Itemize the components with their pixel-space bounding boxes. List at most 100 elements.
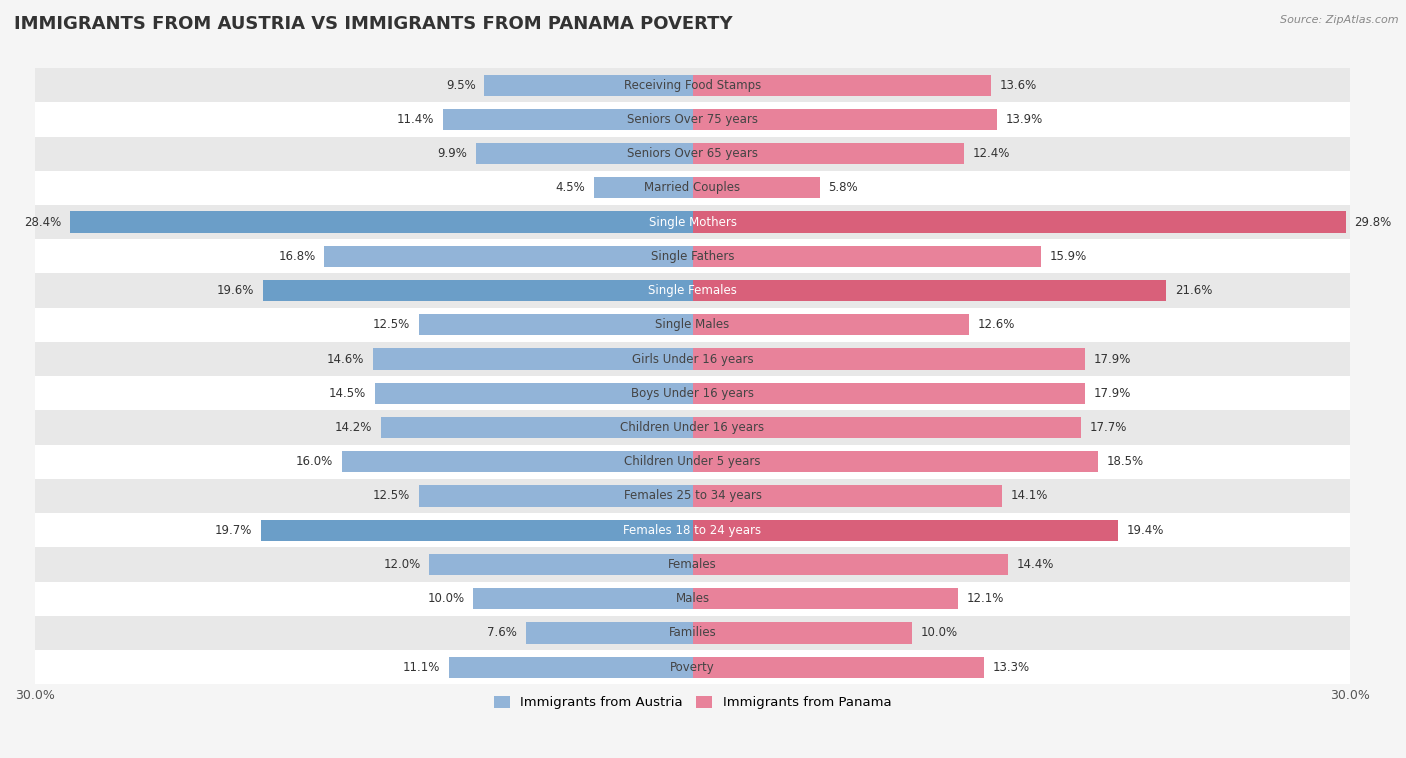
Bar xyxy=(484,74,693,96)
Text: 13.3%: 13.3% xyxy=(993,661,1031,674)
Text: Seniors Over 65 years: Seniors Over 65 years xyxy=(627,147,758,160)
Text: 10.0%: 10.0% xyxy=(427,592,464,605)
Bar xyxy=(35,308,1350,342)
Bar xyxy=(419,315,693,336)
Bar xyxy=(693,74,991,96)
Bar xyxy=(693,143,965,164)
Bar xyxy=(35,240,1350,274)
Text: 28.4%: 28.4% xyxy=(24,215,62,229)
Text: Poverty: Poverty xyxy=(671,661,714,674)
Bar xyxy=(693,588,957,609)
Text: Families: Families xyxy=(669,626,717,640)
Bar xyxy=(693,315,969,336)
Text: Boys Under 16 years: Boys Under 16 years xyxy=(631,387,754,399)
Text: 7.6%: 7.6% xyxy=(488,626,517,640)
Text: 19.7%: 19.7% xyxy=(215,524,252,537)
Text: 12.0%: 12.0% xyxy=(384,558,420,571)
Bar xyxy=(474,588,693,609)
Bar xyxy=(693,519,1118,540)
Bar xyxy=(35,581,1350,615)
Bar xyxy=(693,622,911,644)
Bar xyxy=(693,383,1085,404)
Text: 12.5%: 12.5% xyxy=(373,490,409,503)
Bar xyxy=(35,136,1350,171)
Bar xyxy=(70,211,693,233)
Bar xyxy=(35,342,1350,376)
Text: 16.0%: 16.0% xyxy=(295,456,333,468)
Text: Females: Females xyxy=(668,558,717,571)
Text: Girls Under 16 years: Girls Under 16 years xyxy=(631,352,754,365)
Text: Children Under 16 years: Children Under 16 years xyxy=(620,421,765,434)
Text: Single Fathers: Single Fathers xyxy=(651,250,734,263)
Text: 12.1%: 12.1% xyxy=(966,592,1004,605)
Text: 14.6%: 14.6% xyxy=(326,352,364,365)
Bar xyxy=(35,445,1350,479)
Bar xyxy=(693,554,1008,575)
Bar xyxy=(35,68,1350,102)
Text: 11.4%: 11.4% xyxy=(396,113,434,126)
Text: Children Under 5 years: Children Under 5 years xyxy=(624,456,761,468)
Bar xyxy=(35,410,1350,445)
Text: 12.6%: 12.6% xyxy=(977,318,1015,331)
Bar xyxy=(35,547,1350,581)
Legend: Immigrants from Austria, Immigrants from Panama: Immigrants from Austria, Immigrants from… xyxy=(489,691,897,715)
Text: 19.4%: 19.4% xyxy=(1126,524,1164,537)
Bar xyxy=(693,417,1080,438)
Bar xyxy=(419,485,693,506)
Bar xyxy=(35,650,1350,684)
Text: 14.4%: 14.4% xyxy=(1017,558,1054,571)
Text: Females 18 to 24 years: Females 18 to 24 years xyxy=(623,524,762,537)
Text: 17.9%: 17.9% xyxy=(1094,352,1130,365)
Text: 14.1%: 14.1% xyxy=(1011,490,1047,503)
Text: IMMIGRANTS FROM AUSTRIA VS IMMIGRANTS FROM PANAMA POVERTY: IMMIGRANTS FROM AUSTRIA VS IMMIGRANTS FR… xyxy=(14,15,733,33)
Bar xyxy=(693,246,1040,267)
Bar xyxy=(35,274,1350,308)
Bar xyxy=(693,349,1085,370)
Bar xyxy=(693,451,1098,472)
Text: 12.5%: 12.5% xyxy=(373,318,409,331)
Text: 12.4%: 12.4% xyxy=(973,147,1011,160)
Bar xyxy=(35,513,1350,547)
Bar xyxy=(260,519,693,540)
Text: 16.8%: 16.8% xyxy=(278,250,315,263)
Text: Single Females: Single Females xyxy=(648,284,737,297)
Bar xyxy=(325,246,693,267)
Bar xyxy=(450,656,693,678)
Bar xyxy=(693,485,1001,506)
Bar xyxy=(593,177,693,199)
Text: 14.2%: 14.2% xyxy=(335,421,373,434)
Text: Females 25 to 34 years: Females 25 to 34 years xyxy=(623,490,762,503)
Bar xyxy=(263,280,693,301)
Bar xyxy=(35,376,1350,410)
Text: 19.6%: 19.6% xyxy=(217,284,254,297)
Bar xyxy=(381,417,693,438)
Text: Receiving Food Stamps: Receiving Food Stamps xyxy=(624,79,761,92)
Bar xyxy=(429,554,693,575)
Text: 29.8%: 29.8% xyxy=(1354,215,1392,229)
Text: Single Mothers: Single Mothers xyxy=(648,215,737,229)
Bar xyxy=(693,109,997,130)
Bar xyxy=(35,615,1350,650)
Bar xyxy=(526,622,693,644)
Text: Married Couples: Married Couples xyxy=(644,181,741,194)
Bar xyxy=(693,656,984,678)
Text: Males: Males xyxy=(675,592,710,605)
Bar xyxy=(35,479,1350,513)
Text: 9.9%: 9.9% xyxy=(437,147,467,160)
Text: 11.1%: 11.1% xyxy=(404,661,440,674)
Text: 5.8%: 5.8% xyxy=(828,181,858,194)
Text: Single Males: Single Males xyxy=(655,318,730,331)
Bar xyxy=(35,171,1350,205)
Bar xyxy=(373,349,693,370)
Bar xyxy=(374,383,693,404)
Text: 4.5%: 4.5% xyxy=(555,181,585,194)
Bar xyxy=(35,205,1350,240)
Bar xyxy=(35,102,1350,136)
Text: 13.9%: 13.9% xyxy=(1005,113,1043,126)
Text: 9.5%: 9.5% xyxy=(446,79,475,92)
Bar xyxy=(693,280,1166,301)
Bar xyxy=(693,211,1346,233)
Text: 15.9%: 15.9% xyxy=(1050,250,1087,263)
Text: 18.5%: 18.5% xyxy=(1107,456,1144,468)
Bar xyxy=(475,143,693,164)
